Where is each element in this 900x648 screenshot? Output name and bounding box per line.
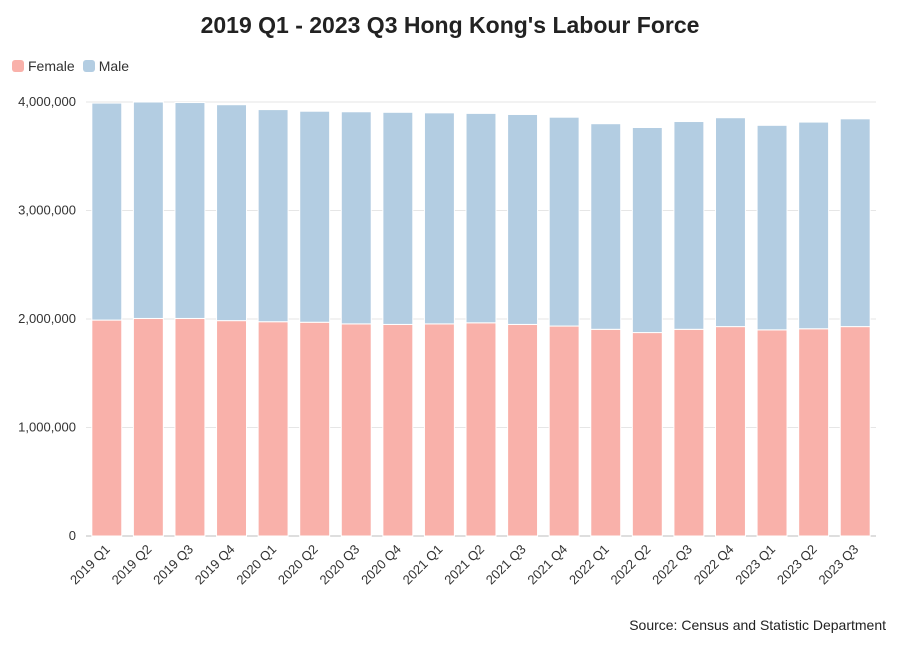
legend-item-female[interactable]: Female [12, 58, 75, 74]
bar-female [423, 323, 455, 537]
bar-male [507, 113, 539, 325]
bar-female [91, 319, 123, 537]
x-tick-label: 2023 Q3 [815, 542, 861, 588]
bar-female [507, 323, 539, 537]
bar-female [257, 321, 289, 537]
x-tick-label: 2022 Q2 [608, 542, 654, 588]
x-tick-label: 2019 Q1 [67, 542, 113, 588]
bar-male [257, 109, 289, 323]
bar-male [590, 123, 622, 330]
x-tick-label: 2022 Q3 [649, 542, 695, 588]
bar-male [174, 102, 206, 319]
bar-male [673, 121, 705, 330]
bar-female [382, 323, 414, 537]
legend-label-male: Male [98, 58, 130, 74]
bar-male [91, 102, 123, 321]
bar-male [548, 116, 580, 327]
legend-item-male[interactable]: Male [82, 58, 130, 74]
bar-female [798, 328, 830, 537]
x-tick-label: 2020 Q4 [358, 542, 404, 588]
x-tick-label: 2019 Q2 [109, 542, 155, 588]
source-note: Source: Census and Statistic Department [629, 617, 886, 633]
x-tick-label: 2022 Q1 [566, 542, 612, 588]
x-tick-label: 2019 Q3 [150, 542, 196, 588]
bar-female [715, 326, 746, 537]
legend-swatch-female [12, 60, 24, 72]
x-tick-label: 2020 Q2 [275, 542, 321, 588]
bar-female [340, 323, 372, 537]
bar-male [756, 124, 788, 331]
y-tick-label: 4,000,000 [18, 94, 76, 109]
bar-male [631, 126, 663, 334]
bar-female [132, 317, 164, 537]
bar-female [839, 326, 871, 537]
y-tick-label: 2,000,000 [18, 311, 76, 326]
bar-male [798, 121, 830, 330]
bar-male [839, 118, 871, 328]
x-tick-label: 2022 Q4 [691, 542, 737, 588]
bar-female [756, 329, 788, 537]
bar-male [715, 117, 746, 328]
x-tick-label: 2023 Q1 [732, 542, 778, 588]
x-tick-label: 2021 Q2 [441, 542, 487, 588]
bar-male [382, 111, 414, 325]
bar-female [673, 328, 705, 537]
y-tick-label: 3,000,000 [18, 203, 76, 218]
x-tick-label: 2021 Q4 [524, 542, 570, 588]
legend-swatch-male [82, 60, 95, 72]
legend-label-female: Female [28, 58, 75, 74]
chart-title: 2019 Q1 - 2023 Q3 Hong Kong's Labour For… [200, 12, 700, 38]
bar-male [216, 104, 247, 322]
bar-female [590, 328, 622, 537]
x-tick-label: 2021 Q3 [483, 542, 529, 588]
bar-male [465, 112, 497, 324]
bar-male [423, 112, 455, 325]
x-tick-label: 2019 Q4 [192, 542, 238, 588]
bar-male [132, 101, 164, 319]
x-tick-label: 2020 Q1 [233, 542, 279, 588]
bar-female [631, 332, 663, 537]
bar-female [299, 321, 331, 537]
bar-female [174, 317, 206, 537]
legend: Female Male [12, 58, 137, 74]
y-tick-label: 0 [69, 528, 76, 543]
x-tick-label: 2021 Q1 [400, 542, 446, 588]
y-tick-label: 1,000,000 [18, 420, 76, 435]
bar-female [216, 320, 247, 537]
bar-male [299, 110, 331, 323]
x-tick-label: 2023 Q2 [774, 542, 820, 588]
x-tick-label: 2020 Q3 [317, 542, 363, 588]
bar-female [548, 325, 580, 537]
bar-male [340, 111, 372, 325]
bar-female [465, 322, 497, 537]
